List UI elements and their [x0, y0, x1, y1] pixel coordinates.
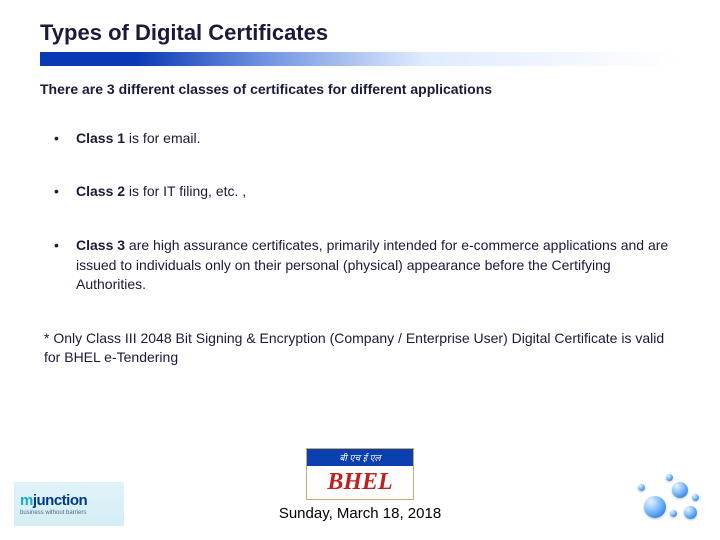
slide-subtitle: There are 3 different classes of certifi… — [40, 80, 680, 99]
footer: mjunction business without barriers बी ए… — [0, 448, 720, 528]
slide: Types of Digital Certificates There are … — [0, 0, 720, 540]
bubble-icon — [670, 510, 677, 517]
bullet-text: are high assurance certificates, primari… — [76, 237, 668, 292]
bubble-icon — [644, 496, 666, 518]
mjunction-logo: mjunction business without barriers — [14, 482, 124, 526]
bullet-text: is for IT filing, etc. , — [125, 183, 246, 199]
bullet-list: Class 1 is for email. Class 2 is for IT … — [54, 129, 680, 295]
bullet-bold: Class 2 — [76, 183, 125, 199]
bubble-icon — [672, 482, 688, 498]
bullet-bold: Class 1 — [76, 130, 125, 146]
bubble-icon — [666, 474, 673, 481]
bubble-graphic — [636, 474, 706, 524]
bhel-hindi-text: बी एच ई एल — [307, 449, 413, 466]
bullet-text: is for email. — [125, 130, 200, 146]
bullet-bold: Class 3 — [76, 237, 125, 253]
mjunction-junction: junction — [33, 492, 87, 509]
bubble-icon — [684, 506, 697, 519]
mjunction-tagline: business without barriers — [20, 510, 118, 516]
mjunction-wordmark: mjunction — [20, 492, 118, 509]
bullet-item: Class 1 is for email. — [54, 129, 680, 149]
bullet-item: Class 2 is for IT filing, etc. , — [54, 182, 680, 202]
bubble-icon — [638, 484, 645, 491]
footer-date: Sunday, March 18, 2018 — [279, 505, 441, 522]
footnote: * Only Class III 2048 Bit Signing & Encr… — [44, 329, 680, 368]
bullet-item: Class 3 are high assurance certificates,… — [54, 236, 680, 295]
mjunction-m: m — [20, 492, 33, 509]
slide-title: Types of Digital Certificates — [40, 20, 680, 46]
bubble-icon — [692, 494, 699, 501]
bhel-english-text: BHEL — [327, 469, 392, 496]
bhel-logo: बी एच ई एल BHEL — [306, 448, 414, 500]
bhel-english-box: BHEL — [307, 466, 413, 499]
title-underline-gradient — [40, 52, 680, 66]
